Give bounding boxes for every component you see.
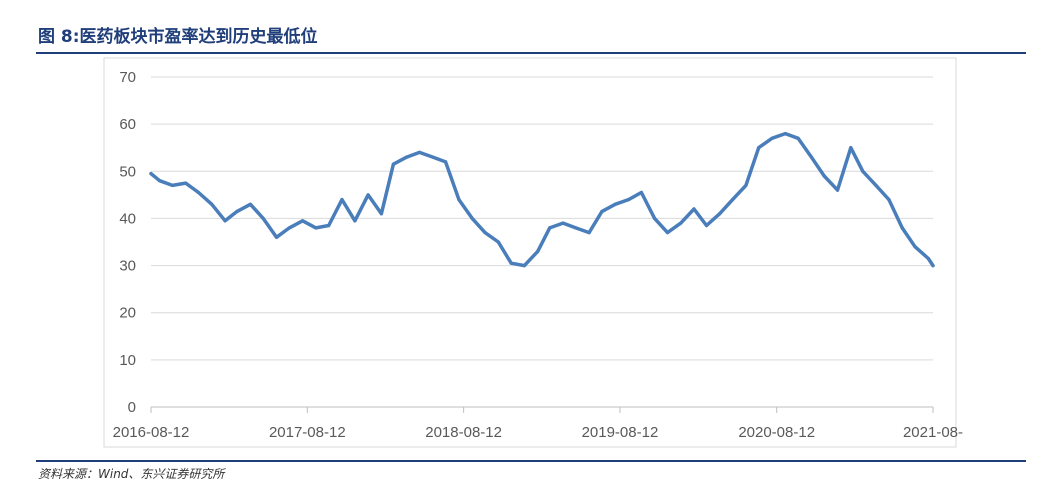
data-point xyxy=(639,190,644,195)
data-point xyxy=(444,160,448,164)
x-tick-label: 2021-08- xyxy=(903,424,963,441)
data-point xyxy=(561,221,565,225)
y-tick-label: 40 xyxy=(119,210,136,227)
data-point xyxy=(417,150,422,154)
gridlines xyxy=(151,76,933,361)
series-line xyxy=(149,131,935,268)
data-point xyxy=(783,132,787,136)
data-point xyxy=(379,212,383,216)
y-tick-label: 0 xyxy=(128,399,136,416)
data-point xyxy=(210,202,214,206)
y-tick-label: 20 xyxy=(119,305,136,322)
data-point xyxy=(770,136,774,140)
data-point xyxy=(849,146,853,150)
data-point xyxy=(405,155,409,159)
data-point xyxy=(261,216,265,220)
data-point xyxy=(366,193,370,197)
data-point xyxy=(235,209,239,213)
data-point xyxy=(248,202,252,206)
data-point xyxy=(391,162,395,166)
data-point xyxy=(184,181,188,185)
data-point xyxy=(900,226,904,230)
y-tick-label: 10 xyxy=(119,352,136,369)
x-tick-label: 2016-08-12 xyxy=(113,424,190,441)
data-point xyxy=(149,172,153,176)
data-point xyxy=(574,226,578,230)
figure-title: 图 8:医药板块市盈率达到历史最低位 xyxy=(38,27,318,47)
data-point xyxy=(931,264,935,268)
x-tick-label: 2020-08-12 xyxy=(738,424,815,441)
data-point xyxy=(809,155,814,159)
data-point xyxy=(626,198,631,202)
source-note: 资料来源：Wind、东兴证券研究所 xyxy=(38,467,225,481)
data-point xyxy=(470,216,474,220)
data-point xyxy=(314,226,318,230)
y-axis: 0 10 20 30 40 50 60 70 xyxy=(119,69,136,416)
data-point xyxy=(796,136,800,140)
y-tick-label: 70 xyxy=(119,69,136,86)
footer-divider xyxy=(36,460,1026,462)
data-point xyxy=(887,198,891,202)
data-point xyxy=(158,179,162,183)
data-point xyxy=(170,183,174,187)
data-point xyxy=(913,245,917,249)
data-point xyxy=(548,226,552,230)
chart-frame xyxy=(103,57,957,448)
data-point xyxy=(196,190,201,195)
data-point xyxy=(496,240,500,244)
data-point xyxy=(509,261,513,265)
x-tick-label: 2019-08-12 xyxy=(582,424,659,441)
data-point xyxy=(692,207,696,211)
data-point xyxy=(287,226,291,230)
data-point xyxy=(613,202,617,206)
data-point xyxy=(718,212,722,216)
data-point xyxy=(223,219,227,223)
title-divider xyxy=(36,52,1026,54)
data-point xyxy=(757,146,761,150)
data-point xyxy=(431,155,435,159)
data-point xyxy=(926,256,930,261)
data-point xyxy=(327,223,331,228)
data-point xyxy=(822,174,826,178)
data-point xyxy=(587,231,591,235)
data-point xyxy=(536,249,540,253)
y-tick-label: 50 xyxy=(119,163,136,180)
data-point xyxy=(704,223,709,228)
data-point xyxy=(653,216,657,220)
y-tick-label: 60 xyxy=(119,116,136,133)
data-point xyxy=(274,235,279,239)
data-point xyxy=(483,231,487,235)
series-group xyxy=(149,131,935,268)
data-point xyxy=(522,264,527,268)
data-point xyxy=(731,198,735,202)
data-point xyxy=(600,209,604,213)
x-axis: 2016-08-12 2017-08-12 2018-08-12 2019-08-12… xyxy=(113,406,963,441)
data-point xyxy=(861,169,865,173)
data-point xyxy=(665,231,670,235)
data-point xyxy=(301,219,305,223)
data-point xyxy=(835,188,840,192)
data-point xyxy=(353,219,357,223)
data-point xyxy=(340,198,344,202)
data-point xyxy=(457,198,461,202)
y-tick-label: 30 xyxy=(119,258,136,275)
data-point xyxy=(679,221,683,225)
x-tick-label: 2017-08-12 xyxy=(269,424,346,441)
data-point xyxy=(874,183,878,187)
x-tick-label: 2018-08-12 xyxy=(425,424,502,441)
data-point xyxy=(744,183,748,187)
